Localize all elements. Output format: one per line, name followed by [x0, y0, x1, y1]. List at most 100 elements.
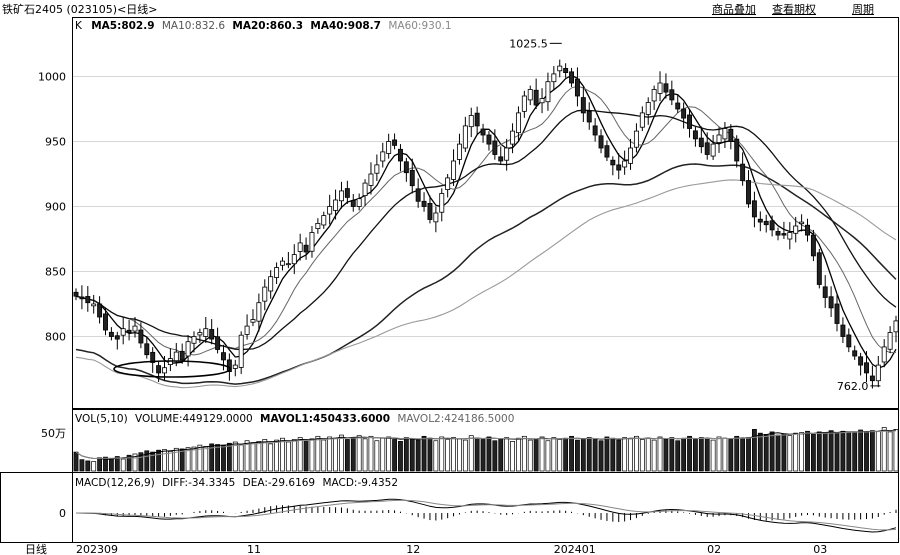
volume-bar: [114, 456, 120, 472]
candle-body: [386, 141, 392, 154]
overlay-commodity-button[interactable]: 商品叠加: [712, 3, 756, 16]
candle-body: [462, 125, 468, 149]
candle-body: [510, 130, 516, 145]
volume-bar: [675, 440, 681, 472]
volume-bar: [398, 441, 403, 472]
candle-body: [864, 362, 869, 374]
volume-bar: [468, 435, 474, 472]
volume-bar: [521, 435, 527, 472]
candle-body: [834, 303, 840, 324]
ma5-legend: MA5:802.9: [91, 20, 154, 32]
candle-body: [799, 221, 805, 225]
candle-body: [427, 202, 433, 220]
candle-body: [451, 160, 457, 180]
candle-body: [374, 164, 380, 174]
volume-bar: [775, 434, 781, 472]
volume-bar: [280, 437, 285, 472]
volume-bar: [232, 441, 238, 472]
candle-body: [810, 234, 816, 257]
volume-bar: [179, 448, 185, 472]
candle-body: [569, 71, 575, 84]
volume-bar: [722, 437, 728, 472]
date-axis-labels: 202309 11 12 202401 02 03: [76, 543, 827, 555]
volume-bar: [368, 435, 374, 472]
volume-bar: [333, 437, 338, 472]
volume-bar: [226, 442, 232, 472]
candle-body: [645, 102, 651, 115]
candle-body: [828, 296, 834, 309]
volume-bar: [392, 439, 397, 472]
volume-bar: [374, 440, 380, 472]
candle-body: [846, 334, 852, 348]
volume-bar: [108, 458, 114, 472]
candle-body: [191, 336, 197, 344]
candle-body: [303, 244, 309, 253]
volume-bar: [740, 438, 746, 472]
candle-body: [580, 97, 586, 114]
volume-bar: [698, 437, 704, 472]
volume-bar: [787, 435, 793, 472]
volume-bar: [810, 434, 816, 472]
volume-bar: [728, 439, 734, 472]
volume-bars: [73, 427, 899, 472]
candle-body: [138, 329, 144, 344]
candle-body: [887, 332, 893, 350]
volume-bar: [120, 458, 126, 472]
volume-bar: [634, 435, 639, 472]
candle-body: [875, 364, 881, 382]
x-tick-label: 202401: [554, 543, 596, 555]
volume-bar: [545, 440, 551, 472]
volume-bar: [191, 446, 197, 472]
volume-bar: [297, 437, 303, 472]
volume-bar: [445, 439, 451, 472]
volume-bar: [197, 444, 203, 472]
candle-body: [663, 83, 669, 93]
candle-body: [881, 346, 887, 363]
candle-body: [392, 139, 398, 146]
candle-body: [698, 137, 704, 148]
volume-bar: [221, 445, 226, 472]
volume-bar: [639, 439, 645, 472]
candle-body: [816, 252, 822, 285]
candle-body: [156, 365, 162, 374]
candle-body: [238, 334, 244, 368]
volume-bar: [645, 437, 651, 472]
candle-body: [197, 332, 203, 336]
candle-body: [203, 328, 209, 337]
candle-body: [215, 336, 221, 350]
volume-bar: [510, 441, 515, 472]
candle-body: [610, 159, 616, 166]
candle-body: [209, 329, 215, 340]
candle-body: [533, 89, 539, 106]
volume-bar: [769, 431, 775, 472]
volume-bar: [327, 436, 333, 472]
ma10-line: [75, 85, 897, 356]
candle-body: [521, 95, 527, 112]
candle-body: [775, 231, 781, 236]
volume-bar: [781, 433, 787, 472]
ma20-legend: MA20:860.3: [232, 20, 303, 32]
volume-bar: [622, 437, 628, 472]
candle-body: [716, 134, 722, 143]
candle-body: [893, 320, 899, 333]
volume-bar: [563, 437, 569, 472]
volume-bar: [716, 436, 722, 472]
volume-bar: [757, 432, 763, 472]
candle-body: [421, 200, 427, 207]
low-zone-circle: [113, 360, 231, 378]
period-button[interactable]: 周期: [852, 3, 874, 16]
view-options-button[interactable]: 查看期权: [772, 3, 816, 16]
volume-bar: [126, 454, 132, 472]
candle-body: [333, 199, 339, 211]
volume-bar: [887, 431, 893, 472]
candle-body: [675, 102, 681, 110]
candle-body: [468, 115, 474, 128]
volume-bar: [415, 439, 421, 472]
volume-bar: [492, 440, 498, 472]
candle-body: [97, 303, 103, 318]
volume-bar: [156, 449, 162, 472]
candle-body: [350, 200, 356, 207]
candle-body: [79, 296, 85, 300]
volume-bar: [421, 435, 427, 472]
